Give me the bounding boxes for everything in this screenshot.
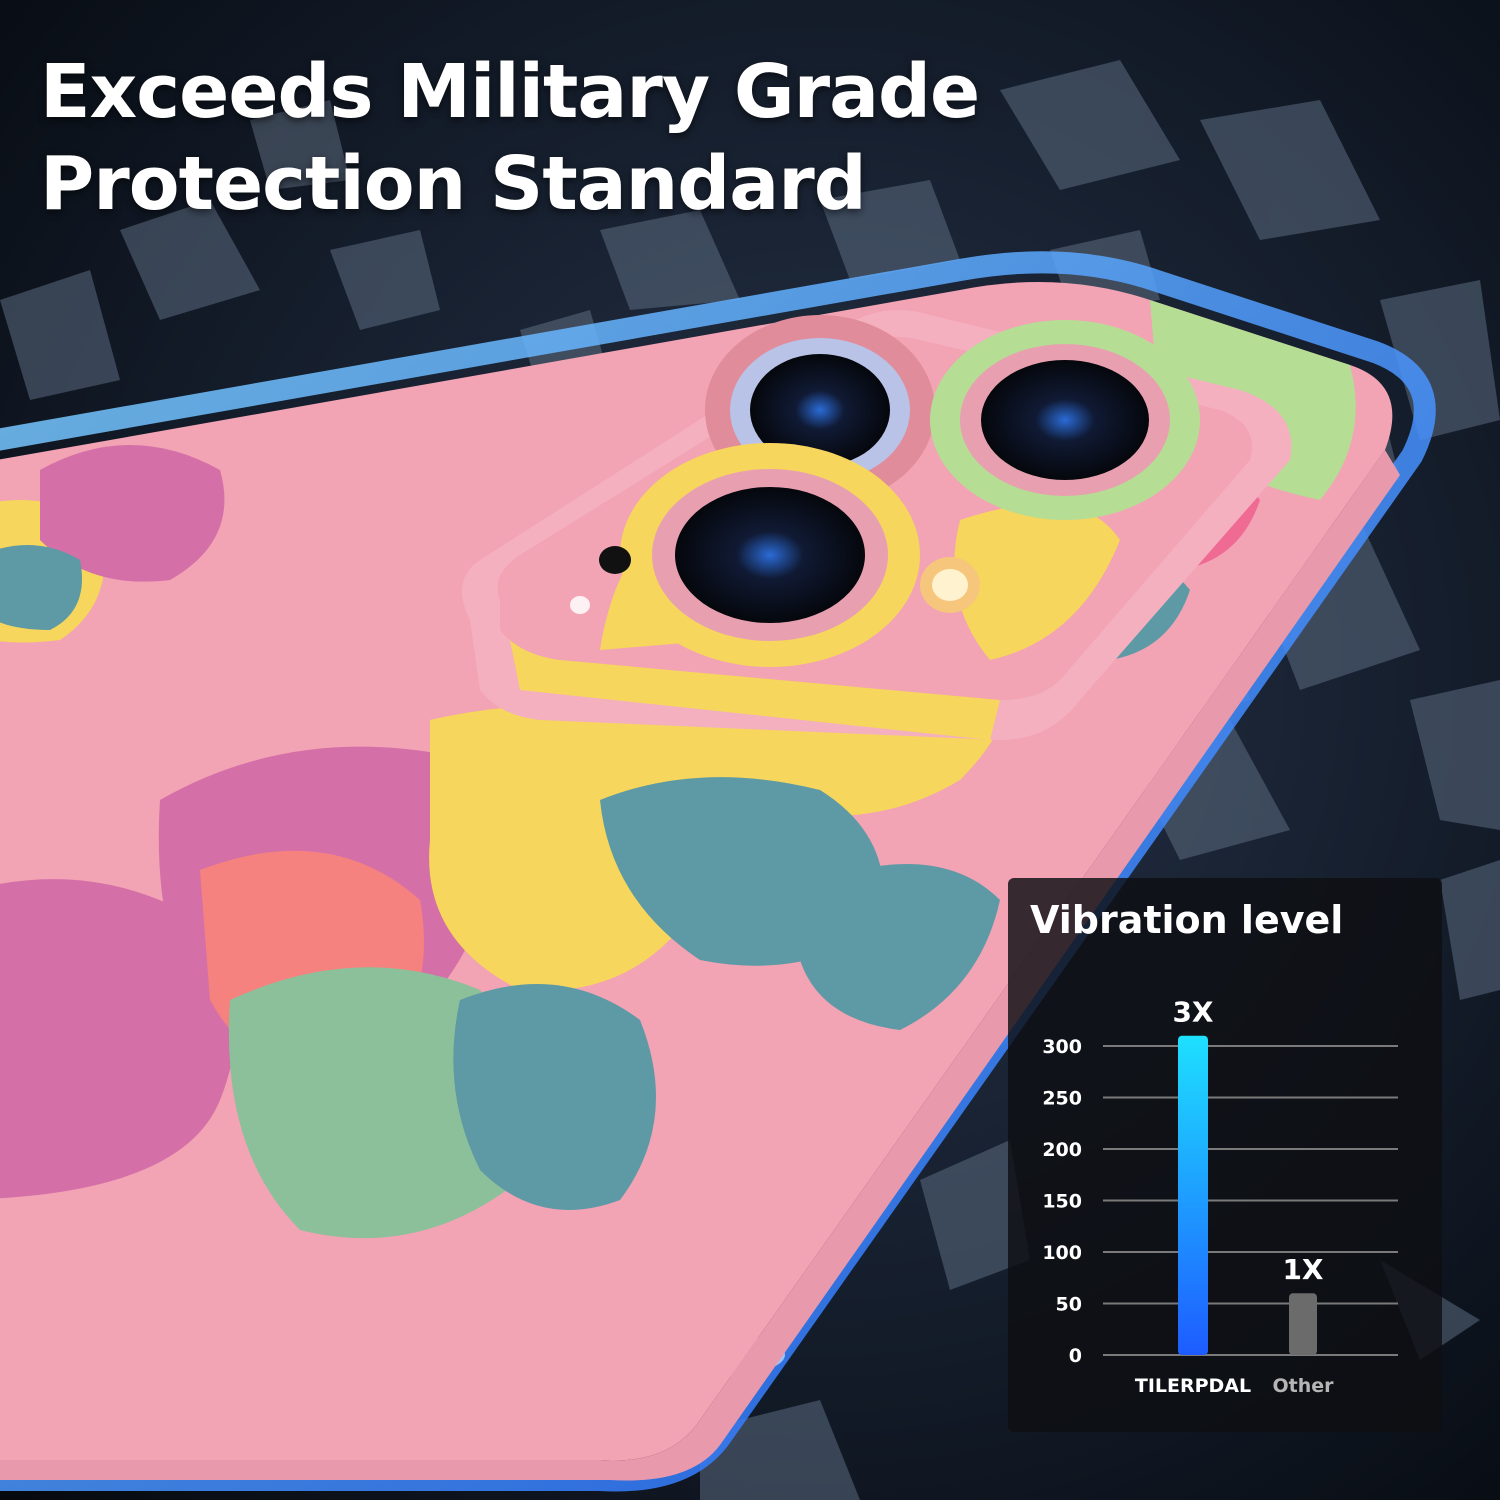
bar-tilerpdal bbox=[1178, 1035, 1208, 1355]
chart-title: Vibration level bbox=[1030, 898, 1344, 942]
x-category-label: Other bbox=[1272, 1375, 1334, 1397]
x-axis-labels: TILERPDAL Other bbox=[1135, 1375, 1334, 1397]
vibration-chart: 0 50 100 150 200 250 300 3X 1X TILERPDAL Other bbox=[1042, 996, 1398, 1397]
data-label: 3X bbox=[1172, 996, 1213, 1029]
vibration-chart-panel: 0 50 100 150 200 250 300 3X 1X TILERPDAL Other V… bbox=[1008, 878, 1442, 1432]
y-tick-label: 0 bbox=[1069, 1345, 1082, 1367]
data-labels: 3X 1X bbox=[1172, 996, 1323, 1286]
headline: Exceeds Military Grade Protection Standa… bbox=[40, 46, 980, 230]
y-tick-label: 250 bbox=[1042, 1088, 1082, 1110]
bar-other bbox=[1289, 1293, 1317, 1355]
headline-line-2: Protection Standard bbox=[40, 141, 867, 227]
y-tick-label: 200 bbox=[1042, 1139, 1082, 1161]
headline-line-1: Exceeds Military Grade bbox=[40, 49, 980, 135]
x-category-label: TILERPDAL bbox=[1135, 1375, 1251, 1397]
y-tick-label: 150 bbox=[1042, 1191, 1082, 1213]
bars bbox=[1178, 1035, 1317, 1355]
y-tick-label: 300 bbox=[1042, 1036, 1082, 1058]
camera-lens-3 bbox=[620, 443, 920, 667]
y-axis-ticks: 0 50 100 150 200 250 300 bbox=[1042, 1036, 1082, 1367]
camo-pattern bbox=[0, 300, 1356, 1239]
gridlines bbox=[1103, 1045, 1398, 1356]
y-tick-label: 100 bbox=[1042, 1242, 1082, 1264]
y-tick-label: 50 bbox=[1056, 1294, 1082, 1316]
data-label: 1X bbox=[1282, 1253, 1323, 1286]
microphone-hole bbox=[599, 546, 631, 574]
camera-lens-2 bbox=[930, 320, 1200, 520]
